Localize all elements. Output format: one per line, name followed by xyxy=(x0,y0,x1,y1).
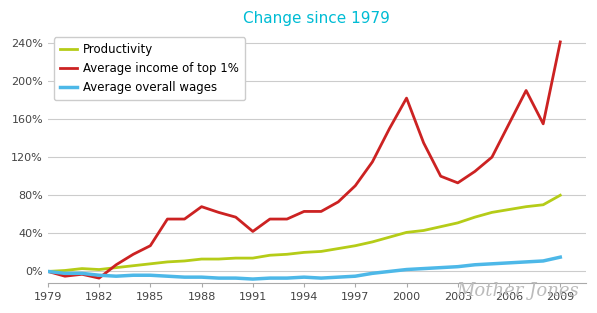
Productivity xyxy=(181,259,188,263)
Average overall wages xyxy=(113,274,120,278)
Average income of top 1% xyxy=(437,174,444,178)
Productivity xyxy=(352,244,359,248)
Average income of top 1% xyxy=(147,244,154,248)
Productivity xyxy=(96,268,103,271)
Average income of top 1% xyxy=(454,181,461,185)
Average income of top 1% xyxy=(318,210,325,213)
Productivity xyxy=(318,249,325,253)
Average overall wages xyxy=(420,267,427,270)
Average income of top 1% xyxy=(522,89,530,92)
Average income of top 1% xyxy=(369,160,376,164)
Average overall wages xyxy=(78,271,85,275)
Average income of top 1% xyxy=(232,215,239,219)
Productivity xyxy=(130,264,137,268)
Average income of top 1% xyxy=(113,263,120,267)
Productivity xyxy=(113,266,120,269)
Average income of top 1% xyxy=(198,205,205,208)
Average overall wages xyxy=(61,271,69,275)
Productivity xyxy=(522,205,530,208)
Average overall wages xyxy=(318,276,325,280)
Line: Average income of top 1%: Average income of top 1% xyxy=(48,42,560,278)
Productivity xyxy=(540,203,547,207)
Average income of top 1% xyxy=(181,217,188,221)
Average income of top 1% xyxy=(44,269,51,273)
Productivity xyxy=(420,228,427,232)
Average overall wages xyxy=(471,263,478,267)
Average income of top 1% xyxy=(96,276,103,280)
Average overall wages xyxy=(198,275,205,279)
Productivity xyxy=(386,235,393,239)
Average overall wages xyxy=(369,271,376,275)
Average overall wages xyxy=(130,273,137,277)
Average income of top 1% xyxy=(352,184,359,187)
Productivity xyxy=(44,269,51,273)
Average overall wages xyxy=(284,276,291,280)
Average overall wages xyxy=(96,273,103,277)
Average overall wages xyxy=(181,275,188,279)
Average overall wages xyxy=(335,275,342,279)
Average overall wages xyxy=(556,255,564,259)
Legend: Productivity, Average income of top 1%, Average overall wages: Productivity, Average income of top 1%, … xyxy=(54,37,245,100)
Productivity xyxy=(369,240,376,244)
Average overall wages xyxy=(437,266,444,269)
Average overall wages xyxy=(44,269,51,273)
Average overall wages xyxy=(164,274,171,278)
Productivity xyxy=(249,256,256,260)
Productivity xyxy=(78,267,85,270)
Average income of top 1% xyxy=(386,127,393,131)
Average overall wages xyxy=(488,262,496,266)
Average income of top 1% xyxy=(284,217,291,221)
Average overall wages xyxy=(454,265,461,269)
Average income of top 1% xyxy=(488,155,496,159)
Average income of top 1% xyxy=(78,272,85,276)
Average overall wages xyxy=(506,261,513,265)
Average income of top 1% xyxy=(506,122,513,126)
Average income of top 1% xyxy=(215,211,222,214)
Productivity xyxy=(284,252,291,256)
Productivity xyxy=(488,211,496,214)
Productivity xyxy=(232,256,239,260)
Productivity xyxy=(198,257,205,261)
Average overall wages xyxy=(232,276,239,280)
Productivity xyxy=(403,230,410,234)
Average income of top 1% xyxy=(164,217,171,221)
Line: Productivity: Productivity xyxy=(48,195,560,271)
Text: Mother Jones: Mother Jones xyxy=(456,282,579,300)
Productivity xyxy=(215,257,222,261)
Average income of top 1% xyxy=(540,122,547,126)
Average income of top 1% xyxy=(471,170,478,173)
Average overall wages xyxy=(540,259,547,263)
Average overall wages xyxy=(300,275,307,279)
Average income of top 1% xyxy=(403,96,410,100)
Average overall wages xyxy=(352,274,359,278)
Average income of top 1% xyxy=(335,200,342,204)
Productivity xyxy=(506,208,513,211)
Average overall wages xyxy=(522,260,530,264)
Productivity xyxy=(61,269,69,272)
Average income of top 1% xyxy=(266,217,273,221)
Average income of top 1% xyxy=(249,229,256,233)
Average income of top 1% xyxy=(420,141,427,145)
Line: Average overall wages: Average overall wages xyxy=(48,257,560,279)
Productivity xyxy=(147,262,154,266)
Productivity xyxy=(335,247,342,250)
Average overall wages xyxy=(147,273,154,277)
Productivity xyxy=(471,215,478,219)
Average income of top 1% xyxy=(130,252,137,256)
Average overall wages xyxy=(403,268,410,271)
Productivity xyxy=(164,260,171,264)
Title: Change since 1979: Change since 1979 xyxy=(244,11,390,26)
Productivity xyxy=(454,221,461,225)
Average income of top 1% xyxy=(61,274,69,278)
Average overall wages xyxy=(266,276,273,280)
Productivity xyxy=(437,225,444,228)
Average overall wages xyxy=(249,277,256,281)
Productivity xyxy=(266,253,273,257)
Average overall wages xyxy=(386,269,393,273)
Productivity xyxy=(300,250,307,254)
Average overall wages xyxy=(215,276,222,280)
Average income of top 1% xyxy=(300,210,307,213)
Productivity xyxy=(556,193,564,197)
Average income of top 1% xyxy=(556,40,564,44)
